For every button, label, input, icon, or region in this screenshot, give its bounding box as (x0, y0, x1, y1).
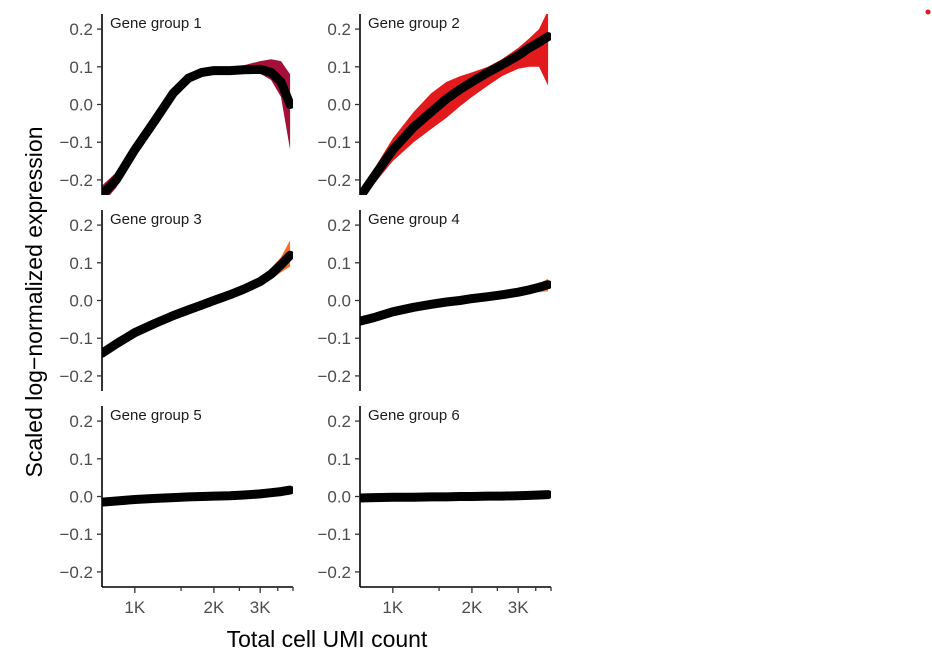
x-tick-label: 3K (250, 598, 271, 617)
y-tick-label: −0.1 (59, 133, 93, 152)
y-tick-label: 0.2 (69, 216, 93, 235)
panel-title: Gene group 3 (110, 211, 202, 228)
panel-title: Gene group 6 (368, 407, 460, 424)
y-tick-label: 0.2 (69, 412, 93, 431)
x-tick-label: 1K (382, 598, 403, 617)
confidence-band (102, 59, 291, 195)
panels-layer: −0.2 −0.1 0.0 0.1 0.2 Gene group 1 −0.2 −0.1 0.0… (59, 14, 552, 617)
y-tick-label: 0.0 (69, 488, 93, 507)
y-axis-title: Scaled log−normalized expression (21, 127, 47, 478)
y-tick-label: −0.2 (317, 563, 351, 582)
trend-line (102, 485, 293, 507)
legend-marker-dot (925, 9, 931, 15)
y-tick-label: −0.2 (59, 367, 93, 386)
y-tick-label: −0.1 (59, 525, 93, 544)
y-tick-label: 0.0 (69, 96, 93, 115)
y-tick-label: −0.1 (317, 329, 351, 348)
y-tick-label: −0.1 (59, 329, 93, 348)
y-tick-label: 0.1 (327, 254, 351, 273)
panel-3: −0.2 −0.1 0.0 0.1 0.2 Gene group 3 (59, 210, 293, 391)
y-tick-label: 0.0 (327, 488, 351, 507)
y-tick-label: −0.2 (59, 171, 93, 190)
y-tick-label: −0.2 (59, 563, 93, 582)
panel-6: −0.2 −0.1 0.0 0.1 0.2 Gene group 6 1K 2K 3K (317, 406, 552, 617)
trend-line (360, 490, 551, 503)
panel-2: −0.2 −0.1 0.0 0.1 0.2 Gene group 2 (317, 14, 551, 195)
panel-title: Gene group 5 (110, 407, 202, 424)
trend-line (102, 250, 293, 358)
y-tick-label: 0.2 (69, 20, 93, 39)
x-tick-label: 2K (204, 598, 225, 617)
trend-line (360, 32, 551, 195)
y-tick-label: 0.2 (327, 216, 351, 235)
y-tick-label: 0.1 (327, 58, 351, 77)
y-tick-label: 0.1 (327, 450, 351, 469)
trend-line (102, 64, 293, 195)
y-tick-label: 0.2 (327, 412, 351, 431)
x-tick-label: 1K (124, 598, 145, 617)
panel-title: Gene group 1 (110, 15, 202, 32)
y-tick-label: 0.2 (327, 20, 351, 39)
y-tick-label: 0.0 (69, 292, 93, 311)
y-tick-label: −0.1 (317, 133, 351, 152)
y-tick-label: 0.1 (69, 450, 93, 469)
x-tick-label: 2K (462, 598, 483, 617)
y-tick-label: 0.1 (69, 58, 93, 77)
panel-5: −0.2 −0.1 0.0 0.1 0.2 Gene group 5 1K 2K 3K (59, 406, 294, 617)
panel-1: −0.2 −0.1 0.0 0.1 0.2 Gene group 1 (59, 14, 293, 195)
y-tick-label: 0.0 (327, 292, 351, 311)
y-tick-label: −0.1 (317, 525, 351, 544)
y-tick-label: 0.0 (327, 96, 351, 115)
panel-4: −0.2 −0.1 0.0 0.1 0.2 Gene group 4 (317, 210, 551, 391)
trend-line (360, 280, 551, 326)
y-tick-label: −0.2 (317, 367, 351, 386)
x-tick-label: 3K (508, 598, 529, 617)
y-tick-label: 0.1 (69, 254, 93, 273)
y-tick-label: −0.2 (317, 171, 351, 190)
x-axis-title: Total cell UMI count (227, 626, 428, 652)
confidence-band (360, 14, 549, 195)
panel-title: Gene group 4 (368, 211, 460, 228)
panel-title: Gene group 2 (368, 15, 460, 32)
